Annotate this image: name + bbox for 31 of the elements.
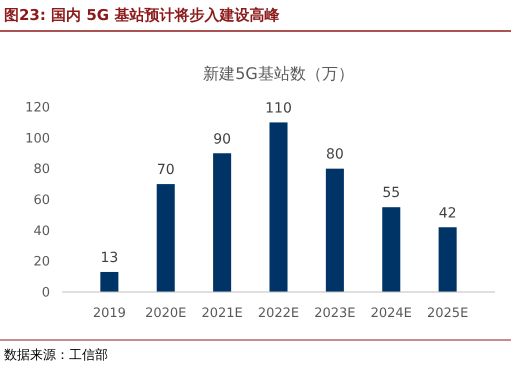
bar: [156, 184, 175, 292]
y-tick-label: 0: [42, 286, 50, 301]
data-label: 80: [326, 146, 344, 163]
chart-subtitle: 新建5G基站数（万）: [203, 64, 354, 83]
y-tick-label: 60: [33, 193, 50, 208]
data-label: 90: [213, 131, 232, 148]
y-tick-label: 80: [33, 162, 50, 178]
data-label: 110: [265, 100, 292, 116]
x-tick-label: 2021E: [201, 306, 243, 321]
data-label: 55: [382, 185, 400, 202]
bar: [326, 168, 344, 292]
source-note: 数据来源：工信部: [4, 348, 108, 363]
x-tick-label: 2023E: [314, 306, 356, 321]
data-label: 70: [156, 162, 175, 178]
data-label: 42: [438, 205, 457, 222]
data-label: 13: [100, 250, 118, 266]
y-tick-label: 120: [25, 100, 50, 116]
chart-title: 图23: 国内 5G 基站预计将步入建设高峰: [4, 6, 280, 24]
x-tick-label: 2024E: [370, 306, 412, 321]
bar: [438, 227, 457, 292]
bar: [382, 207, 400, 292]
y-tick-label: 40: [33, 224, 50, 239]
bar: [213, 153, 232, 292]
x-tick-label: 2025E: [426, 306, 468, 321]
y-tick-label: 20: [33, 254, 50, 270]
y-tick-label: 100: [25, 131, 50, 146]
x-tick-label: 2020E: [145, 306, 186, 321]
bar: [100, 272, 118, 292]
x-tick-label: 2022E: [258, 306, 300, 321]
bar: [269, 122, 288, 292]
x-tick-label: 2019: [92, 306, 126, 321]
